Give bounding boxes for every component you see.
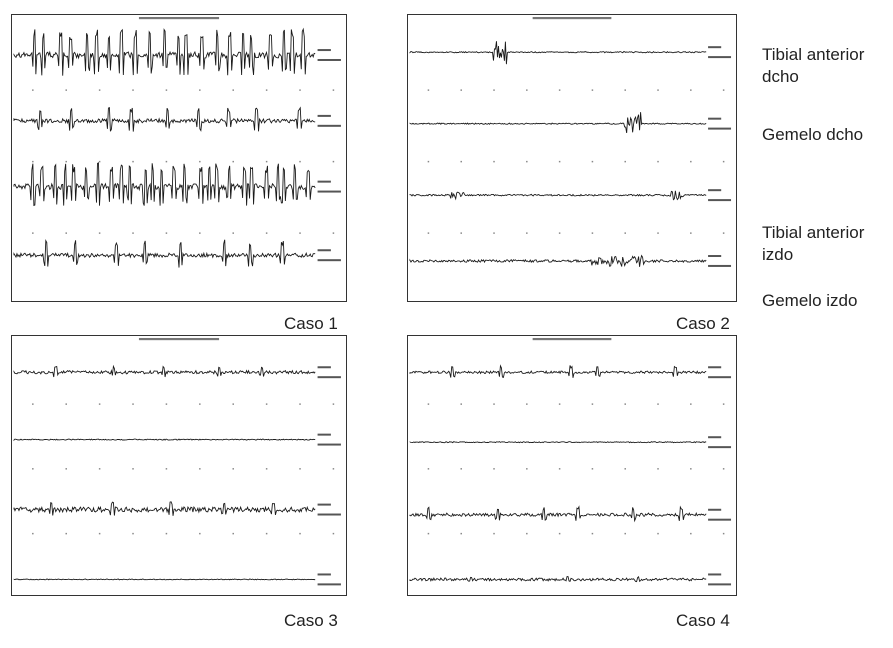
channel-label-gemelo-izdo: Gemelo izdo	[762, 291, 858, 310]
channel-label-tibial-anterior-dcho: Tibial anterior dcho	[762, 45, 865, 86]
panel-caption-caso-1: Caso 1	[284, 314, 338, 333]
panel-caption-caso-2: Caso 2	[676, 314, 730, 333]
trace-scale-mark	[317, 433, 341, 446]
emg-trace-channel-3	[409, 190, 707, 201]
trace-scale-mark	[708, 573, 732, 586]
emg-trace-channel-1	[13, 27, 316, 76]
emg-panel-caso-1	[11, 14, 347, 302]
grid-dots	[32, 403, 335, 535]
emg-panel-caso-2	[407, 14, 737, 302]
trace-scale-mark	[708, 46, 732, 59]
trace-scale-mark	[317, 180, 341, 193]
trace-scale-mark	[317, 366, 341, 379]
emg-traces-caso-2	[409, 16, 732, 268]
trace-scale-mark	[708, 366, 732, 379]
trace-scale-mark	[317, 49, 341, 61]
emg-panel-caso-4	[407, 335, 737, 596]
trace-scale-mark	[708, 508, 732, 521]
panel-caption-caso-4: Caso 4	[676, 611, 730, 630]
emg-trace-channel-2	[409, 112, 707, 134]
panel-header-mark	[532, 16, 612, 20]
channel-label-gemelo-dcho: Gemelo dcho	[762, 125, 864, 144]
grid-dots	[427, 89, 725, 234]
trace-scale-mark	[317, 249, 341, 262]
emg-trace-channel-1	[409, 364, 707, 378]
trace-scale-mark	[708, 436, 732, 449]
trace-scale-mark	[317, 114, 341, 127]
trace-scale-mark	[317, 573, 341, 586]
panel-header-mark	[532, 337, 612, 341]
emg-trace-channel-1	[409, 41, 707, 65]
emg-trace-channel-4	[409, 576, 707, 583]
emg-trace-channel-3	[13, 501, 316, 516]
channel-label-tibial-anterior-izdo: Tibial anterior izdo	[762, 223, 865, 264]
emg-trace-channel-2	[13, 106, 316, 132]
panel-caption-caso-3: Caso 3	[284, 611, 338, 630]
emg-trace-channel-3	[13, 162, 316, 207]
emg-trace-channel-4	[409, 254, 707, 268]
emg-trace-channel-4	[13, 238, 316, 268]
panel-header-mark	[138, 16, 220, 20]
trace-scale-mark	[708, 189, 732, 202]
emg-trace-channel-2	[13, 438, 316, 442]
emg-traces-caso-4	[409, 337, 732, 586]
emg-trace-channel-3	[409, 505, 707, 523]
emg-traces-caso-3	[13, 337, 341, 586]
trace-scale-mark	[317, 503, 341, 516]
emg-traces-caso-1	[13, 16, 341, 268]
emg-trace-channel-1	[13, 364, 316, 378]
trace-scale-mark	[708, 255, 732, 267]
emg-panel-caso-3	[11, 335, 347, 596]
grid-dots	[427, 403, 725, 535]
emg-trace-channel-2	[409, 441, 707, 444]
trace-scale-mark	[708, 117, 732, 130]
panel-header-mark	[138, 337, 220, 341]
grid-dots	[32, 89, 335, 234]
emg-trace-channel-4	[13, 578, 316, 581]
